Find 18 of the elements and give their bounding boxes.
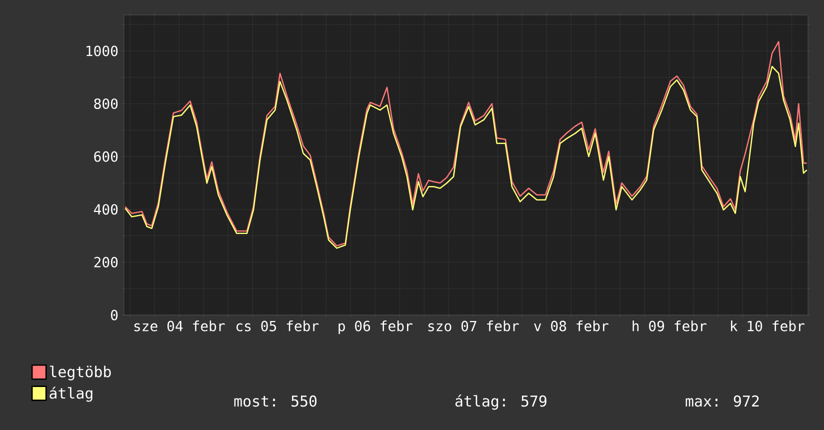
y-tick-label: 1000: [86, 46, 118, 56]
y-tick-label: 600: [94, 151, 118, 162]
x-tick-label: p 06 febr: [338, 320, 412, 334]
x-tick-label: v 08 febr: [534, 320, 608, 332]
legend-label: átlag: [50, 386, 92, 402]
y-tick-label: 800: [94, 98, 118, 110]
x-tick-label: h 09 febr: [632, 320, 706, 332]
y-tick-label: 400: [94, 204, 118, 215]
legend-label: legtöbb: [50, 366, 111, 380]
text: átlag: 579: [455, 394, 546, 410]
x-tick-label: cs 05 febr: [236, 320, 319, 332]
x-tick-label: k 10 febr: [730, 320, 804, 332]
x-tick-label: sze 04 febr: [134, 320, 225, 332]
text: max: 972: [686, 395, 759, 407]
y-tick-label: 0: [110, 310, 118, 320]
text: most: 550: [234, 395, 317, 407]
x-tick-label: szo 07 febr: [428, 320, 519, 332]
y-tick-label: 200: [94, 256, 118, 268]
